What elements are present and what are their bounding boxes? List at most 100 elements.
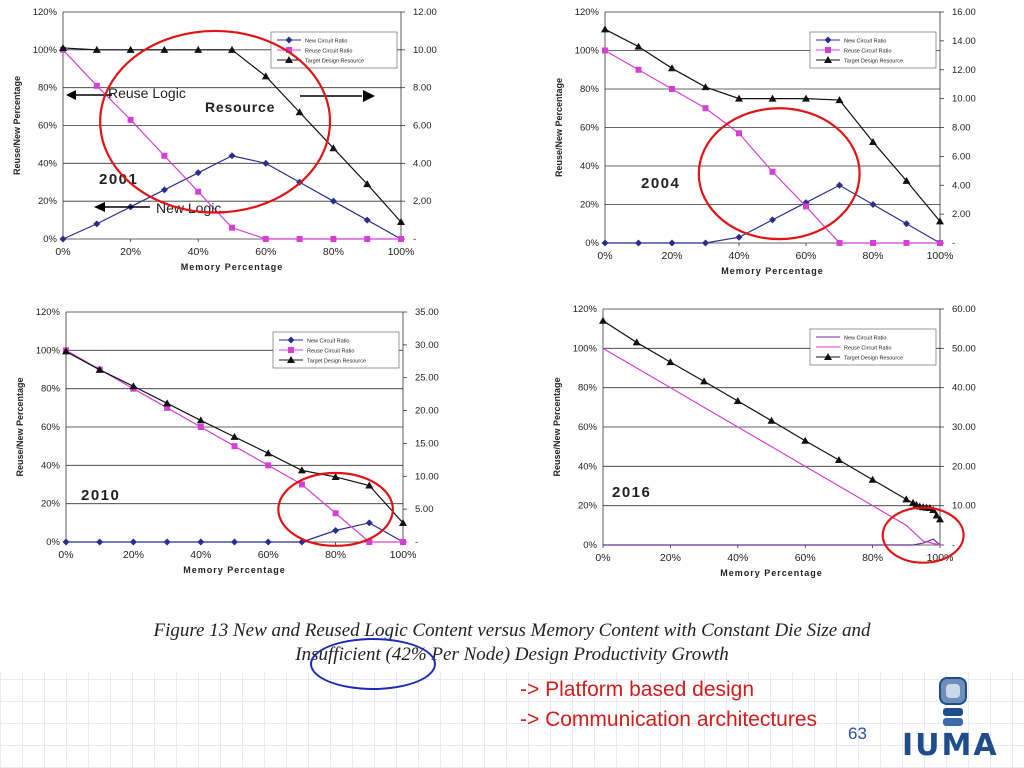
data-point xyxy=(62,347,70,355)
data-point xyxy=(92,45,101,53)
series-new-circuit-ratio xyxy=(603,538,941,546)
y-tick-label: 80% xyxy=(41,384,61,395)
data-point xyxy=(363,216,371,224)
data-point xyxy=(296,236,303,242)
x-tick-label: 0% xyxy=(597,250,612,262)
y-tick-label: 120% xyxy=(36,307,61,318)
data-point xyxy=(869,137,877,145)
y-tick-label: 60% xyxy=(41,422,61,433)
x-tick-label: 40% xyxy=(728,250,749,262)
x-tick-label: 40% xyxy=(188,246,209,258)
chart-2010: 0% 20% 40% 60% 80% 100% 120% - 5.00 10.00 15.00 20.… xyxy=(0,298,440,596)
chart-2001: 0% 20% 40% 60% 80% 100% 120% - 2.00 4.00 6.00 8.00 1… xyxy=(0,0,440,290)
data-point xyxy=(163,399,172,407)
data-point xyxy=(666,358,675,366)
y-tick-label: 100% xyxy=(33,45,58,56)
year-label: 2010 xyxy=(81,487,120,504)
data-point xyxy=(164,404,171,411)
data-point xyxy=(668,64,676,72)
arrow-head-resource xyxy=(363,90,375,102)
y2-tick-label: 4.00 xyxy=(413,158,432,169)
data-point xyxy=(902,495,911,503)
legend-entry: Reuse Circuit Ratio xyxy=(844,49,891,55)
y-tick-label: 40% xyxy=(41,460,61,471)
data-point xyxy=(932,511,941,519)
data-point xyxy=(735,94,743,102)
legend-entry: Target Design Resource xyxy=(307,359,366,365)
legend-entry: Target Design Resource xyxy=(844,356,903,362)
data-point xyxy=(264,538,272,546)
page-number: 63 xyxy=(848,724,867,743)
x-axis-label: Memory Percentage xyxy=(720,568,823,578)
data-point xyxy=(635,239,642,247)
data-point xyxy=(736,130,742,137)
data-point xyxy=(129,382,138,390)
legend-entry: Reuse Circuit Ratio xyxy=(305,49,352,55)
x-tick-label: 80% xyxy=(325,549,346,561)
y2-tick-label: 10.00 xyxy=(413,45,437,56)
data-point xyxy=(768,94,777,102)
data-point xyxy=(330,236,337,242)
x-axis-label: Memory Percentage xyxy=(181,262,284,272)
data-point xyxy=(601,25,609,33)
y2-tick-label: 25.00 xyxy=(415,373,439,384)
legend-entry: New Circuit Ratio xyxy=(844,39,886,45)
y-tick-label: 40% xyxy=(580,161,600,172)
y-tick-label: 0% xyxy=(585,238,599,249)
y-tick-label: 60% xyxy=(580,123,600,134)
red-highlight-ellipse xyxy=(881,506,965,564)
data-point xyxy=(400,539,406,545)
data-point xyxy=(868,475,877,483)
y2-tick-label: 15.00 xyxy=(415,438,439,449)
y2-tick-label: 12.00 xyxy=(952,65,976,76)
year-label: 2004 xyxy=(641,175,680,192)
data-point xyxy=(601,239,609,247)
data-point xyxy=(228,45,236,53)
data-point xyxy=(769,168,776,175)
y-tick-label: 0% xyxy=(43,234,57,245)
data-point xyxy=(397,217,405,225)
series-new-circuit-ratio xyxy=(601,181,944,247)
x-tick-label: 0% xyxy=(595,552,610,564)
data-point xyxy=(363,180,372,188)
y-tick-label: 20% xyxy=(41,499,61,510)
series-line xyxy=(603,538,941,546)
legend-entry: Target Design Resource xyxy=(305,59,364,65)
data-point xyxy=(195,188,202,195)
y2-tick-label: 10.00 xyxy=(952,501,976,512)
data-point xyxy=(93,82,100,89)
y-tick-label: 60% xyxy=(578,422,598,433)
y-axis-label: Reuse/New Percentage xyxy=(552,377,562,476)
y-tick-label: 120% xyxy=(573,304,598,315)
series-reuse-circuit-ratio xyxy=(60,46,404,242)
data-point xyxy=(62,538,70,546)
data-point xyxy=(329,144,338,152)
data-point xyxy=(669,86,675,92)
year-label: 2016 xyxy=(612,484,651,501)
data-point xyxy=(802,94,810,102)
data-point xyxy=(161,152,168,159)
x-tick-label: 60% xyxy=(255,246,276,258)
data-point xyxy=(365,519,373,527)
data-point xyxy=(93,220,101,228)
data-point xyxy=(163,538,171,546)
red-highlight-ellipse xyxy=(697,107,861,241)
legend-entry: New Circuit Ratio xyxy=(307,339,349,345)
y2-tick-label: - xyxy=(413,234,416,245)
figure-caption-line-1: Figure 13 New and Reused Logic Content v… xyxy=(153,620,871,641)
data-point xyxy=(295,108,304,116)
annotation-resource: Resource xyxy=(205,99,275,115)
data-point xyxy=(366,539,373,545)
y2-tick-label: 40.00 xyxy=(952,383,976,394)
y2-tick-label: 35.00 xyxy=(415,307,439,318)
arrow-head-reuse xyxy=(66,90,76,100)
legend-marker xyxy=(285,56,293,63)
data-point xyxy=(228,152,236,160)
data-point xyxy=(365,481,374,489)
data-point xyxy=(803,203,809,210)
data-point xyxy=(735,233,743,241)
data-point xyxy=(129,538,137,546)
x-tick-label: 60% xyxy=(258,549,279,561)
data-point xyxy=(903,240,910,246)
data-point xyxy=(331,472,340,480)
